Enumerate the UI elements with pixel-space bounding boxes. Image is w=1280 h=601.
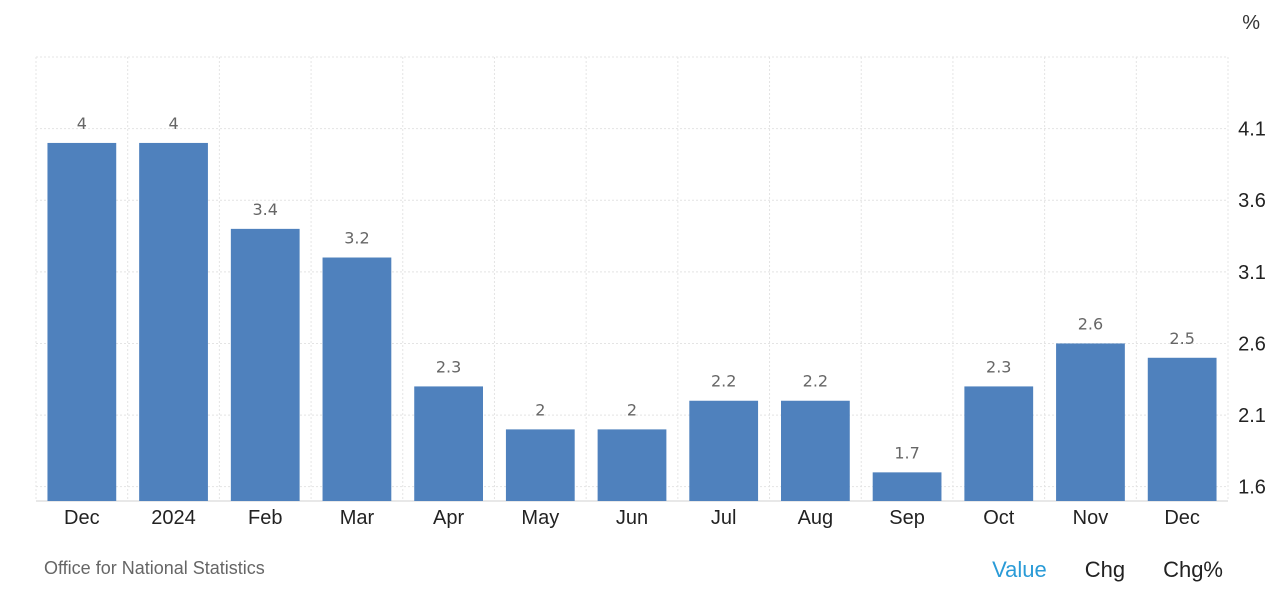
data-label-4: 2.3 [436,357,461,376]
bar-6 [597,429,667,501]
x-tick-label-10: Oct [983,507,1015,529]
y-tick-label-2: 2.6 [1238,333,1266,355]
view-toggle-group: Value Chg Chg% [992,557,1223,583]
source-label: Office for National Statistics [44,558,265,578]
data-label-12: 2.5 [1169,329,1194,348]
bar-3 [322,257,392,501]
bar-7 [689,400,759,501]
grid-lines [35,56,1229,502]
data-label-8: 2.2 [803,372,828,391]
data-label-1: 4 [168,114,178,133]
y-tick-label-3: 3.1 [1238,262,1266,284]
bar-10 [964,386,1034,501]
x-tick-label-11: Nov [1073,507,1109,529]
data-label-0: 4 [77,114,87,133]
data-labels: 4 4 3.4 3.2 2.3 2 2 2.2 2.2 1.7 2.3 2.6 2.5 [77,114,1195,462]
toggle-chg-percent[interactable]: Chg% [1163,557,1223,582]
bar-0 [47,142,117,501]
x-tick-label-8: Aug [798,507,834,529]
data-label-9: 1.7 [894,443,919,462]
x-tick-label-9: Sep [889,507,925,529]
x-tick-label-7: Jul [711,507,737,529]
x-tick-label-12: Dec [1164,507,1200,529]
bar-11 [1056,343,1125,501]
x-tick-label-2: Feb [248,507,282,529]
x-tick-label-4: Apr [433,507,464,529]
x-axis-ticks: Dec 2024 Feb Mar Apr May Jun Jul Aug Sep Oct Nov Dec [64,507,1200,529]
bar-8 [781,400,850,501]
data-label-11: 2.6 [1078,314,1103,333]
y-axis-unit: % [1242,12,1260,34]
data-label-10: 2.3 [986,357,1011,376]
toggle-value[interactable]: Value [992,557,1047,582]
bars [47,142,1217,501]
y-tick-label-4: 3.6 [1238,190,1266,212]
x-tick-label-5: May [521,507,559,529]
y-tick-label-5: 4.1 [1238,119,1266,141]
bar-9 [872,472,942,501]
bar-2 [230,228,300,501]
y-tick-label-0: 1.6 [1238,477,1266,499]
data-label-6: 2 [627,400,637,419]
bar-4 [414,386,483,501]
toggle-chg[interactable]: Chg [1084,557,1126,582]
bar-12 [1147,357,1217,501]
data-label-7: 2.2 [711,372,736,391]
y-axis-ticks: 1.6 2.1 2.6 3.1 3.6 4.1 [1238,119,1266,499]
data-label-5: 2 [535,400,545,419]
bar-5 [505,429,575,501]
x-tick-label-1: 2024 [151,507,196,529]
x-tick-label-6: Jun [616,507,648,529]
data-label-3: 3.2 [344,229,369,248]
x-tick-label-3: Mar [340,507,375,529]
x-tick-label-0: Dec [64,507,100,529]
y-tick-label-1: 2.1 [1238,405,1266,427]
data-label-2: 3.4 [253,200,278,219]
bar-1 [139,142,208,501]
